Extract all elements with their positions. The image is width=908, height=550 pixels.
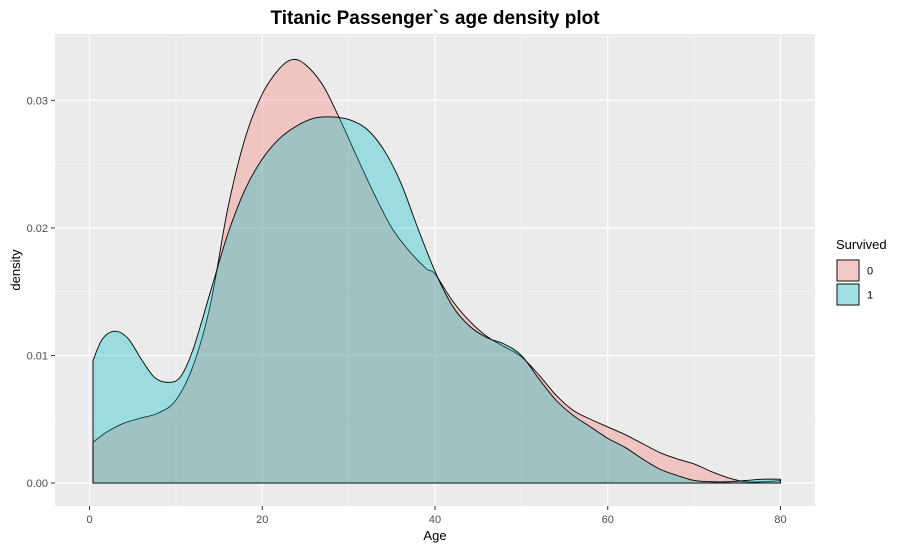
- legend-key-background: [836, 283, 860, 306]
- legend-label: 0: [867, 266, 873, 278]
- legend-items: 01: [836, 259, 873, 306]
- density-series: [92, 58, 781, 484]
- x-axis: 0 20 40 60 80: [86, 506, 787, 526]
- density-area-survived-0: [92, 58, 781, 484]
- chart-title: Titanic Passenger`s age density plot: [270, 8, 600, 29]
- y-axis: 0.00 0.01 0.02 0.03: [27, 95, 55, 490]
- x-tick-label: 40: [429, 514, 441, 526]
- legend-label: 1: [867, 290, 873, 302]
- legend-key-1: [836, 283, 860, 306]
- density-area-survived-1: [92, 116, 781, 484]
- y-tick-label: 0.02: [27, 223, 48, 235]
- legend-title: Survived: [836, 237, 887, 252]
- y-tick-label: 0.03: [27, 95, 48, 107]
- x-tick-label: 0: [86, 514, 92, 526]
- y-tick-label: 0.00: [27, 478, 48, 490]
- legend-key-background: [836, 259, 860, 282]
- y-axis-label: density: [8, 249, 23, 291]
- legend: Survived 01: [836, 237, 887, 306]
- x-tick-label: 20: [256, 514, 268, 526]
- x-tick-label: 80: [774, 514, 786, 526]
- y-tick-label: 0.01: [27, 350, 48, 362]
- x-tick-label: 60: [602, 514, 614, 526]
- legend-key-0: [836, 259, 860, 282]
- x-axis-label: Age: [423, 528, 446, 543]
